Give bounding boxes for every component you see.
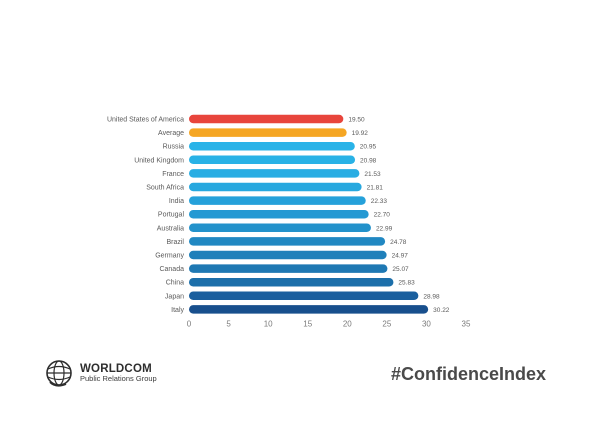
globe-logo-icon <box>46 360 72 387</box>
category-label: India <box>169 198 184 205</box>
x-tick-label: 35 <box>462 319 471 328</box>
category-label: South Africa <box>146 185 184 192</box>
worldcom-logo: WORLDCOM Public Relations Group <box>44 358 157 388</box>
bar <box>189 182 362 192</box>
value-label: 22.70 <box>374 212 391 219</box>
value-labels: 19.50 19.92 20.95 20.98 21.53 21.81 22.33 22.70… <box>348 117 449 314</box>
value-label: 22.99 <box>376 225 393 232</box>
value-label: 25.07 <box>392 266 409 273</box>
bar <box>189 277 394 287</box>
x-tick-label: 30 <box>422 319 431 328</box>
bar <box>189 305 429 314</box>
bars-group <box>189 114 429 314</box>
bar <box>189 128 347 137</box>
value-label: 24.78 <box>390 239 407 246</box>
category-label: United Kingdom <box>134 157 184 164</box>
logo-name: WORLDCOM <box>80 363 152 376</box>
category-label: Italy <box>171 307 184 314</box>
bar <box>189 209 369 219</box>
bar <box>189 169 360 178</box>
bar <box>189 237 386 246</box>
category-labels: United States of America Average Russia Uni… <box>107 117 185 314</box>
bar-chart: United States of America Average Russia Uni… <box>107 114 471 328</box>
logo-subtitle: Public Relations Group <box>80 374 157 384</box>
x-tick-label: 20 <box>343 319 352 328</box>
bar <box>189 114 344 124</box>
x-tick-label: 10 <box>264 319 273 328</box>
x-tick-label: 5 <box>226 319 231 328</box>
value-label: 19.50 <box>348 117 365 124</box>
value-label: 28.98 <box>423 293 440 300</box>
category-label: Japan <box>165 293 184 300</box>
value-label: 24.97 <box>392 253 409 260</box>
bar <box>189 141 355 151</box>
bar <box>189 155 356 165</box>
bar <box>189 264 388 273</box>
bar <box>189 223 371 233</box>
value-label: 30.22 <box>433 307 450 314</box>
category-label: Average <box>158 130 184 137</box>
value-label: 25.83 <box>398 280 415 287</box>
category-label: Australia <box>157 225 184 232</box>
bar <box>189 196 366 205</box>
value-label: 22.33 <box>371 198 388 205</box>
x-tick-label: 25 <box>382 319 391 328</box>
x-tick-label: 15 <box>303 319 312 328</box>
category-label: Brazil <box>166 239 184 246</box>
category-label: Canada <box>159 266 184 273</box>
value-label: 21.81 <box>367 185 384 192</box>
category-label: Portugal <box>158 212 185 219</box>
value-label: 21.53 <box>364 171 381 178</box>
bar <box>189 250 387 260</box>
category-label: United States of America <box>107 117 184 124</box>
value-label: 20.98 <box>360 157 377 164</box>
value-label: 19.92 <box>352 130 369 137</box>
category-label: France <box>162 171 184 178</box>
value-label: 20.95 <box>360 144 377 151</box>
category-label: Germany <box>155 253 184 260</box>
x-tick-label: 0 <box>187 319 192 328</box>
x-axis-ticks: 0 5 10 15 20 25 30 35 <box>187 319 471 328</box>
bar <box>189 291 419 301</box>
category-label: China <box>166 280 184 287</box>
category-label: Russia <box>163 144 185 151</box>
hashtag: #ConfidenceIndex <box>390 364 546 384</box>
